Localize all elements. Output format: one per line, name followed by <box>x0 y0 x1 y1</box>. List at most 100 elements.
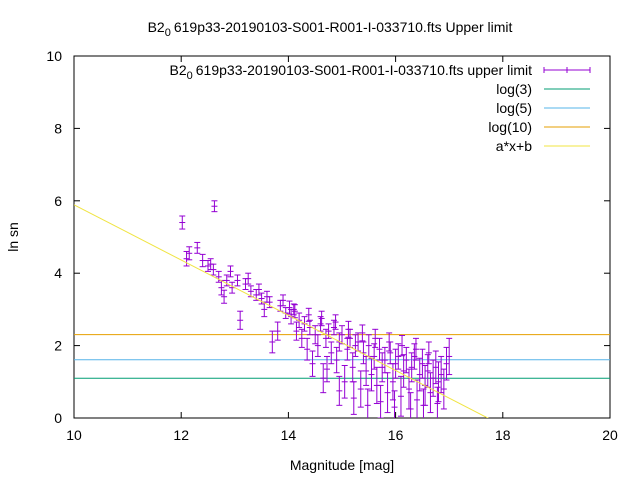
data-point <box>323 355 330 383</box>
data-point <box>237 310 244 330</box>
data-point <box>211 200 218 213</box>
y-tick-label: 2 <box>54 338 62 354</box>
data-point <box>306 319 313 336</box>
data-point <box>399 334 406 357</box>
data-point <box>357 370 364 408</box>
data-point <box>255 283 262 296</box>
data-point <box>245 272 252 285</box>
data-point <box>293 321 300 341</box>
data-point <box>379 352 386 383</box>
legend-label: log(3) <box>496 81 532 97</box>
data-point <box>386 332 393 352</box>
data-point <box>438 355 445 394</box>
data-point <box>363 355 370 386</box>
data-point <box>419 348 426 379</box>
data-point <box>183 250 190 267</box>
x-tick-label: 10 <box>66 427 82 443</box>
data-point <box>344 337 351 361</box>
data-point <box>341 365 348 399</box>
data-point <box>360 341 367 365</box>
chart-title: B20 619p33-20190103-S001-R001-I-033710.ft… <box>148 19 513 39</box>
legend-label: a*x+b <box>496 138 532 154</box>
data-point <box>221 289 228 304</box>
data-point <box>368 357 375 392</box>
data-point <box>384 372 391 414</box>
data-point <box>263 290 270 303</box>
data-point <box>412 337 419 361</box>
data-point <box>372 328 379 348</box>
data-point <box>434 386 441 418</box>
data-point <box>290 303 297 316</box>
plot-frame <box>73 55 611 419</box>
data-point <box>407 392 414 418</box>
data-point <box>298 328 305 348</box>
x-tick-label: 20 <box>602 427 618 443</box>
y-tick-label: 8 <box>54 120 62 136</box>
y-axis-label: ln sn <box>5 222 21 252</box>
x-tick-label: 18 <box>495 427 511 443</box>
data-point <box>397 375 404 417</box>
x-tick-label: 12 <box>173 427 189 443</box>
legend-label: log(5) <box>496 100 532 116</box>
data-point <box>352 334 359 357</box>
data-point <box>427 372 434 414</box>
legend-label: B20 619p33-20190103-S001-R001-I-033710.ft… <box>170 62 533 82</box>
data-point <box>440 368 447 410</box>
data-point <box>376 337 383 361</box>
data-point <box>443 346 450 381</box>
data-point <box>395 343 402 370</box>
fit-line <box>74 204 489 418</box>
data-point <box>339 325 345 345</box>
data-point <box>314 334 321 357</box>
data-point <box>280 294 287 307</box>
data-point <box>392 348 399 379</box>
data-point <box>371 343 378 370</box>
data-point <box>332 314 339 330</box>
data-point <box>333 346 340 374</box>
data-point <box>309 350 316 377</box>
data-point <box>373 366 380 405</box>
data-point <box>408 352 415 383</box>
data-point <box>355 332 362 352</box>
data-point <box>387 341 394 365</box>
data-point <box>186 246 193 261</box>
data-point <box>391 390 398 418</box>
data-point <box>227 265 234 278</box>
data-point <box>345 320 352 338</box>
data-point <box>269 330 276 354</box>
data-point <box>194 241 201 254</box>
data-point <box>320 363 327 394</box>
data-point <box>179 215 186 230</box>
data-point <box>305 307 312 322</box>
data-point <box>336 375 343 406</box>
y-tick-label: 4 <box>54 265 62 281</box>
data-point <box>446 337 453 376</box>
data-point <box>377 384 384 418</box>
x-axis: 10 12 14 16 18 20 <box>66 56 618 443</box>
data-point <box>425 341 432 365</box>
data-point <box>234 274 241 287</box>
data-point <box>349 352 356 383</box>
data-point <box>286 300 293 315</box>
data-point <box>318 310 325 327</box>
data-point <box>420 388 427 418</box>
data-point <box>199 253 206 268</box>
data-point <box>350 381 357 415</box>
data-point <box>435 361 442 403</box>
data-point <box>328 341 335 365</box>
data-point <box>416 357 423 392</box>
data-point <box>403 346 410 374</box>
data-point <box>414 379 421 418</box>
data-point <box>365 334 372 357</box>
data-point <box>432 350 439 385</box>
data-point <box>359 324 366 342</box>
data-point <box>274 321 281 341</box>
x-axis-label: Magnitude [mag] <box>290 457 394 473</box>
fit-line-group <box>74 204 489 418</box>
data-point <box>317 316 324 332</box>
y-axis: 0 2 4 6 8 10 <box>46 48 610 426</box>
legend-label: log(10) <box>488 119 532 135</box>
x-tick-label: 14 <box>281 427 297 443</box>
data-point <box>207 258 214 271</box>
